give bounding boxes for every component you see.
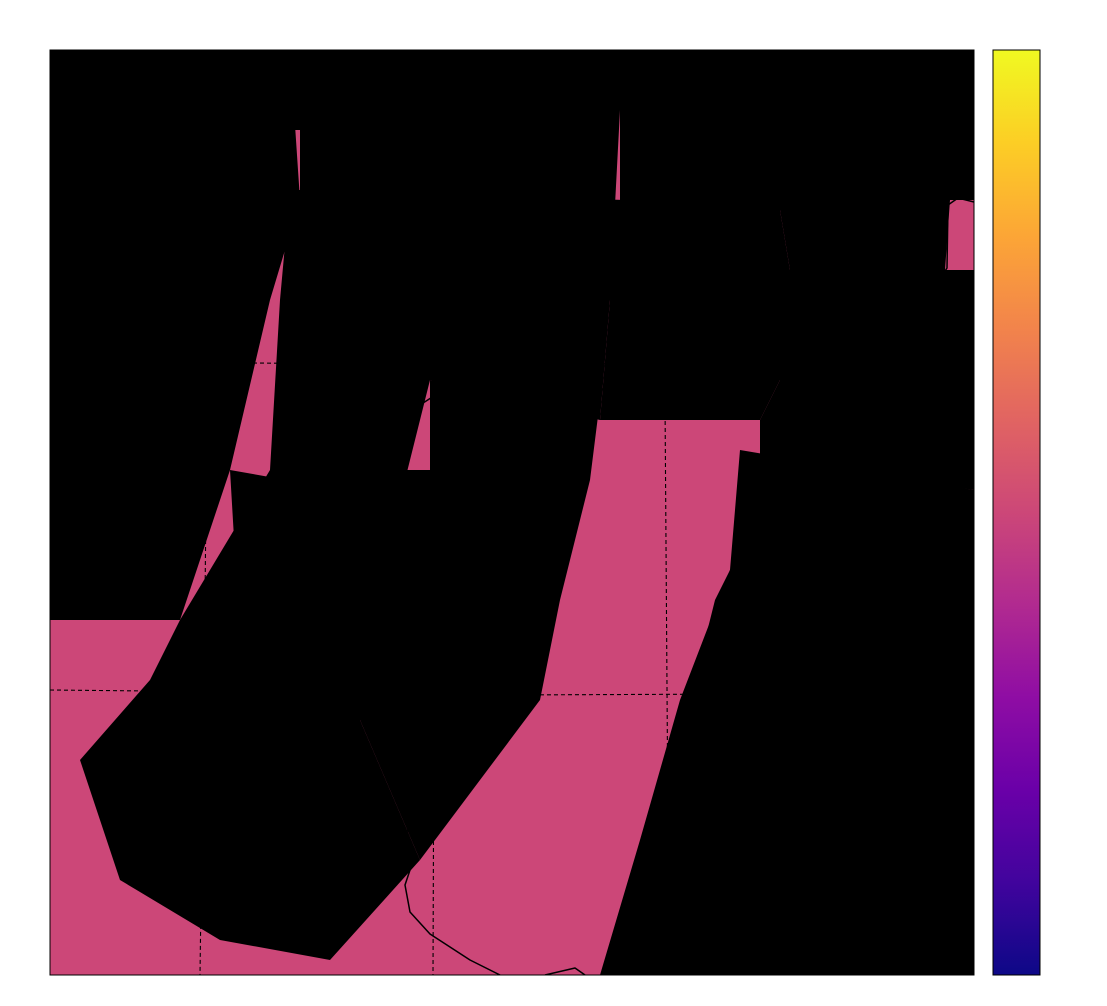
field-cell — [455, 195, 625, 300]
field-cell — [230, 470, 560, 860]
field-cell — [600, 210, 974, 420]
field-cell — [760, 380, 974, 490]
map-frame — [49, 49, 975, 976]
field-cell — [50, 370, 100, 480]
field-cell — [290, 50, 620, 190]
colorbar — [992, 49, 1041, 976]
field-cell — [50, 50, 300, 620]
field-cell — [690, 540, 974, 780]
coastline — [201, 50, 974, 975]
field-cell — [370, 555, 545, 690]
gridlines — [50, 50, 974, 975]
field-cell — [735, 880, 974, 975]
field-cell — [50, 50, 300, 130]
field-cell — [620, 50, 974, 270]
temperature-field — [50, 50, 974, 975]
